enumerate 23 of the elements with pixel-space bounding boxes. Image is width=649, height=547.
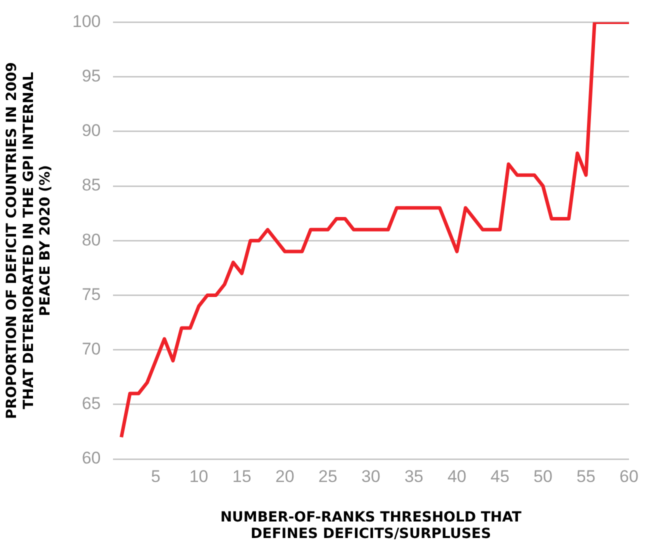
y-tick-label: 85: [82, 176, 101, 195]
x-tick-label: 30: [361, 466, 380, 486]
x-tick-label: 25: [318, 466, 338, 486]
y-tick-label: 100: [72, 12, 101, 31]
x-tick-label: 55: [576, 466, 596, 486]
x-tick-label: 20: [275, 466, 294, 486]
x-tick-label: 15: [232, 466, 252, 486]
y-tick-label: 90: [82, 121, 101, 140]
x-tick-label: 35: [404, 466, 424, 486]
y-tick-label: 95: [82, 66, 101, 86]
y-tick-label: 65: [82, 394, 101, 414]
x-tick-label: 60: [620, 466, 638, 486]
y-axis-title: PROPORTION OF DEFICIT COUNTRIES IN 2009 THAT DETERIORATED IN THE GPI INTERNAL PEACE BY 2020 (%): [4, 62, 54, 419]
x-tick-label: 50: [534, 466, 552, 486]
y-tick-label: 75: [82, 284, 101, 304]
y-tick-label: 80: [82, 230, 101, 250]
y-tick-label: 70: [82, 339, 101, 358]
x-tick-label: 10: [189, 466, 208, 486]
x-tick-label: 45: [490, 466, 510, 486]
x-tick-label: 40: [447, 466, 466, 486]
x-axis-title: NUMBER-OF-RANKS THRESHOLD THAT DEFINES DEFICITS/SURPLUSES: [220, 509, 522, 542]
x-tick-label: 5: [151, 466, 161, 486]
y-tick-label: 60: [82, 448, 101, 468]
